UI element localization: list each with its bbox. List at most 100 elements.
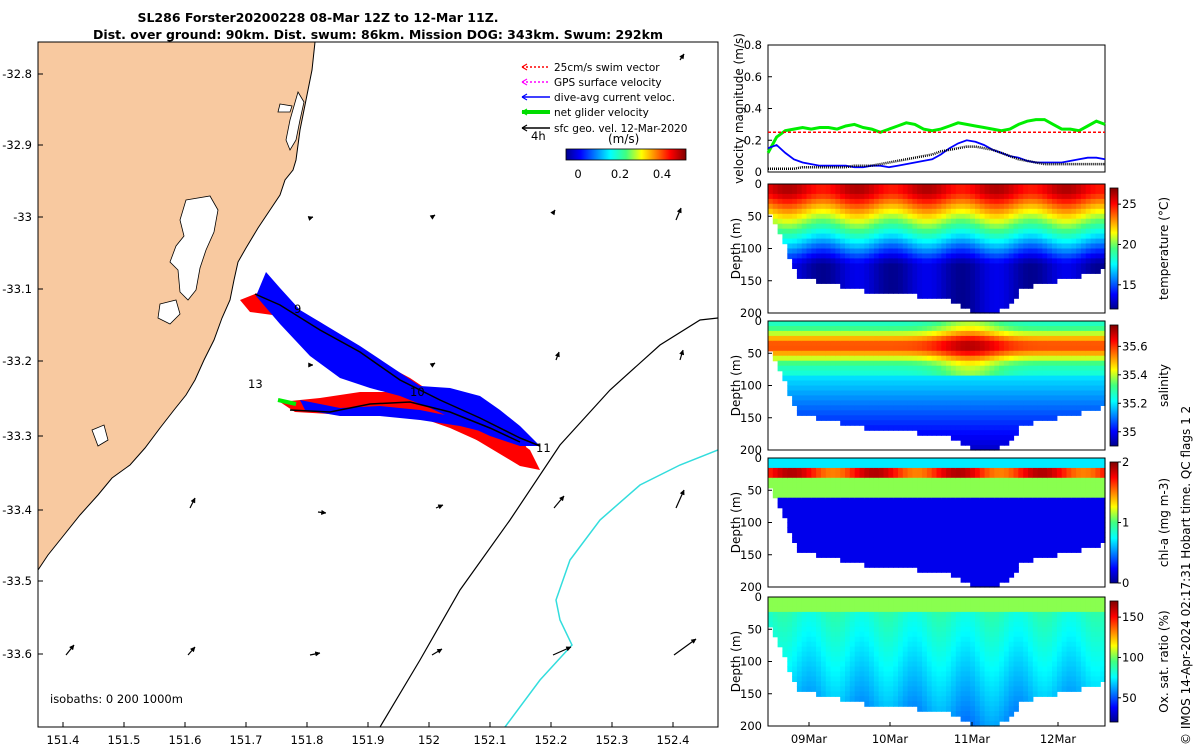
colorbar-tick: 0 <box>1122 576 1129 590</box>
depth-tick: 200 <box>740 719 762 733</box>
lat-tick-label: -33 <box>13 210 32 224</box>
legend-entry: 25cm/s swim vector <box>554 62 660 74</box>
depth-tick: 0 <box>755 314 762 328</box>
title-line1: SL286 Forster20200228 08-Mar 12Z to 12-M… <box>137 10 498 25</box>
colorbar-tick: 50 <box>1122 691 1137 705</box>
geostrophic-velocity-arrows <box>65 53 697 657</box>
depth-axis-label: Depth (m) <box>729 355 743 416</box>
net-velocity-end <box>277 398 297 406</box>
geostrophic-arrow-head <box>679 489 685 496</box>
map-panel: 9 10 11 13 151.4 151.5 151.6 151.7 151.8 151.… <box>2 41 719 747</box>
depth-tick: 0 <box>755 590 762 604</box>
legend-entry: net glider velocity <box>554 107 649 119</box>
lat-tick-label: -33.2 <box>2 354 32 368</box>
geostrophic-arrow-head <box>550 209 556 216</box>
depth-axis-label: Depth (m) <box>729 218 743 279</box>
velocity-ytick: 0.2 <box>744 133 762 147</box>
depth-tick: 100 <box>740 655 762 669</box>
depth-tick: 100 <box>740 242 762 256</box>
geostrophic-arrow-head <box>307 216 314 221</box>
lon-tick-label: 151.4 <box>47 733 80 747</box>
velocity-ytick: 0 <box>755 165 762 179</box>
velocity-series-line <box>768 145 1105 171</box>
colorbar-tick: 35 <box>1122 425 1137 439</box>
day-label: 11 <box>536 441 551 455</box>
lon-tick-label: 152.4 <box>657 733 690 747</box>
lat-tick-label: -33.4 <box>2 503 32 517</box>
section-panel: 0 50 100 150 200 Depth (m) 35 35.2 35.4 35.6 salin… <box>729 314 1171 457</box>
lat-tick-label: -32.9 <box>2 138 32 152</box>
geostrophic-arrow-head <box>308 362 314 368</box>
colorbar-tick: 0.2 <box>611 167 629 181</box>
isobaths-label: isobaths: 0 200 1000m <box>50 692 183 706</box>
day-label: 9 <box>294 302 301 316</box>
depth-tick: 100 <box>740 379 762 393</box>
depth-axis-label: Depth (m) <box>729 492 743 553</box>
geostrophic-arrow-head <box>565 646 572 652</box>
lon-tick-label: 151.5 <box>108 733 141 747</box>
lon-tick-label: 151.8 <box>291 733 324 747</box>
geostrophic-arrow-head <box>436 648 443 654</box>
colorbar-tick: 20 <box>1122 237 1137 251</box>
depth-tick: 150 <box>740 687 762 701</box>
lon-tick-label: 152.2 <box>535 733 568 747</box>
lat-tick-label: -33.6 <box>2 647 32 661</box>
section-colorbar <box>1109 461 1119 584</box>
colorbar-tick: 15 <box>1122 278 1137 292</box>
lon-tick-label: 152.3 <box>596 733 629 747</box>
section-panel: 0 50 100 150 200 Depth (m) 50 100 150 Ox. sat. ra… <box>729 590 1171 733</box>
geostrophic-arrow-head <box>320 509 327 515</box>
time-tick-label: 12Mar <box>1040 732 1077 746</box>
current-vectors <box>256 272 540 446</box>
geostrophic-arrow-head <box>190 497 196 504</box>
lon-tick-label: 152 <box>418 733 440 747</box>
legend-entry: GPS surface velocity <box>554 77 662 89</box>
lat-tick-label: -32.8 <box>2 67 32 81</box>
velocity-series-line <box>766 118 1106 154</box>
day-label: 13 <box>248 377 263 391</box>
time-tick-label: 11Mar <box>954 732 991 746</box>
map-colorbar <box>565 148 687 161</box>
colorbar-label: salinity <box>1157 364 1171 407</box>
lon-tick-label: 151.6 <box>169 733 202 747</box>
colorbar-tick: 150 <box>1122 610 1144 624</box>
legend-entry: dive-avg current veloc. <box>554 92 675 104</box>
geostrophic-arrow-head <box>558 495 565 502</box>
colorbar-tick: 25 <box>1122 197 1137 211</box>
depth-tick: 50 <box>747 209 762 223</box>
isobath-1000m <box>504 449 718 727</box>
depth-tick: 50 <box>747 622 762 636</box>
depth-tick: 200 <box>740 580 762 594</box>
colorbar-tick: 2 <box>1122 455 1129 469</box>
lon-tick-label: 151.7 <box>230 733 263 747</box>
colorbar-label: temperature (°C) <box>1157 197 1171 300</box>
time-tick-label: 09Mar <box>791 732 828 746</box>
depth-tick: 200 <box>740 306 762 320</box>
velocity-ytick: 0.4 <box>744 102 762 116</box>
geostrophic-arrow-head <box>314 651 321 657</box>
depth-tick: 100 <box>740 516 762 530</box>
depth-tick: 150 <box>740 274 762 288</box>
credit-text: © IMOS 14-Apr-2024 02:17:31 Hobart time.… <box>1179 406 1193 745</box>
geostrophic-arrow-head <box>690 638 697 644</box>
depth-tick: 150 <box>740 411 762 425</box>
colorbar-tick: 35.6 <box>1122 339 1148 353</box>
lon-tick-label: 152.1 <box>474 733 507 747</box>
isobath-200m <box>379 317 718 727</box>
colorbar-unit: (m/s) <box>608 132 639 146</box>
lon-tick-label: 151.9 <box>352 733 385 747</box>
section-panel: 0 50 100 150 200 Depth (m) 15 20 25 temperature (… <box>729 177 1171 320</box>
geostrophic-arrow-head <box>679 53 685 60</box>
depth-tick: 150 <box>740 548 762 562</box>
depth-axis-label: Depth (m) <box>729 631 743 692</box>
geostrophic-arrow-head <box>429 362 436 368</box>
colorbar-tick: 0 <box>574 167 581 181</box>
title-line2: Dist. over ground: 90km. Dist. swum: 86k… <box>93 27 663 42</box>
geostrophic-arrow-head <box>554 351 560 358</box>
velocity-ylabel: velocity magnitude (m/s) <box>732 33 746 184</box>
geostrophic-arrow-head <box>679 349 685 356</box>
colorbar-label: chl-a (mg m-3) <box>1157 478 1171 567</box>
depth-tick: 50 <box>747 483 762 497</box>
depth-tick: 0 <box>755 177 762 191</box>
